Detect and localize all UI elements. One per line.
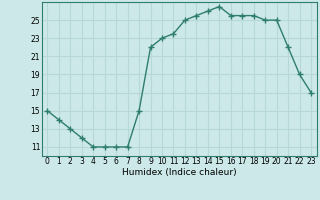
X-axis label: Humidex (Indice chaleur): Humidex (Indice chaleur) <box>122 168 236 177</box>
